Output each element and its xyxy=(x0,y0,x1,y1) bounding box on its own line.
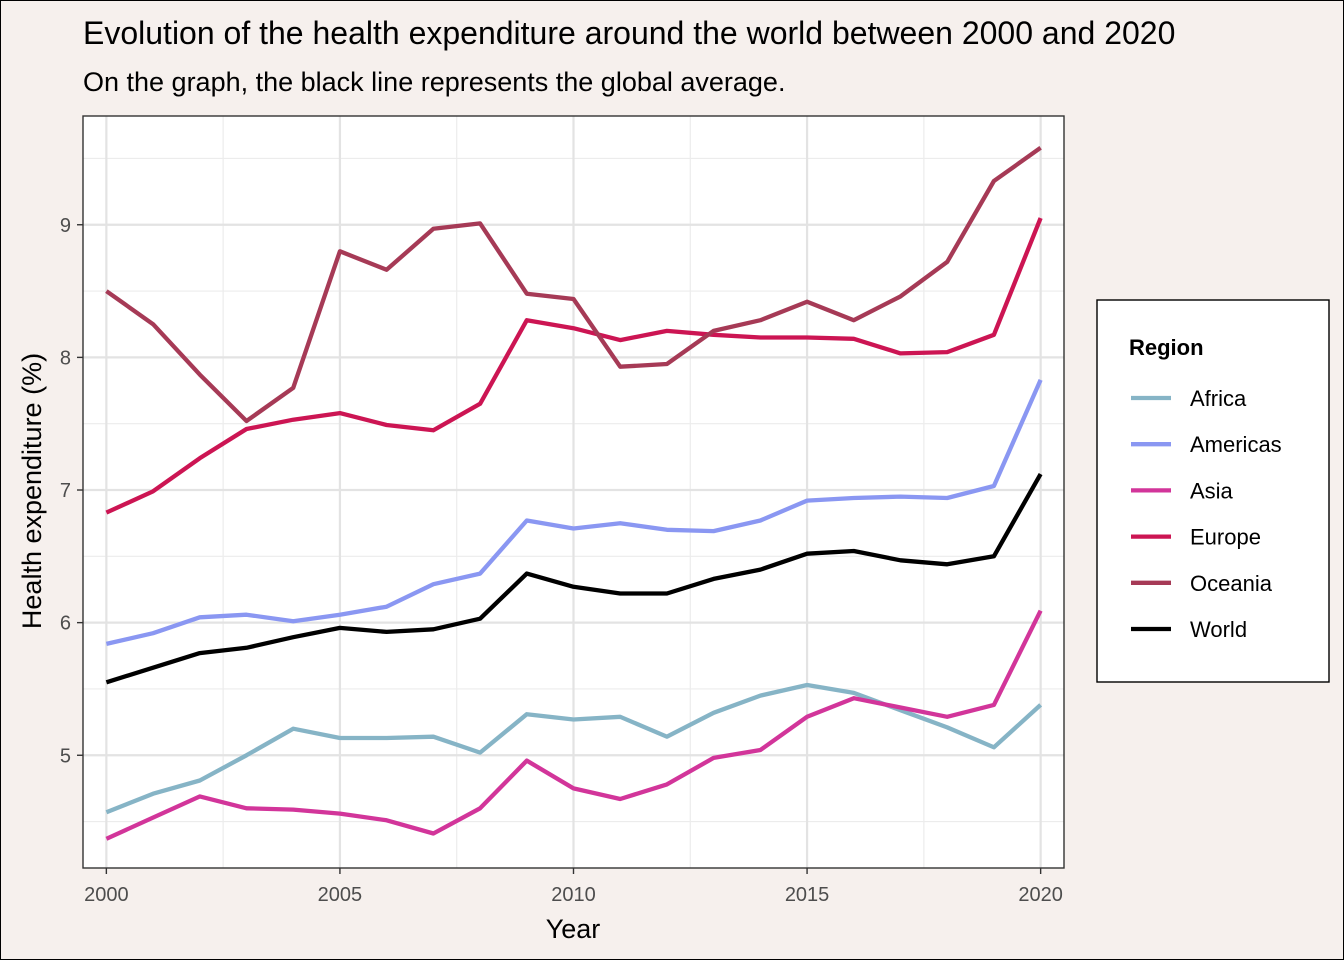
x-tick-label: 2015 xyxy=(785,884,830,906)
y-tick-label: 9 xyxy=(60,215,71,237)
x-axis-title: Year xyxy=(546,914,601,944)
legend-title: Region xyxy=(1129,335,1204,360)
y-tick-label: 6 xyxy=(60,613,71,635)
legend-item-world: World xyxy=(1131,617,1247,642)
series-line-americas xyxy=(105,379,1043,646)
chart-title: Evolution of the health expenditure arou… xyxy=(83,15,1175,51)
legend-item-africa: Africa xyxy=(1131,386,1247,411)
series-lines xyxy=(105,146,1043,841)
series-line-oceania xyxy=(105,146,1042,424)
x-tick-label: 2010 xyxy=(551,884,596,906)
legend-label: Asia xyxy=(1190,478,1234,503)
legend-label: Americas xyxy=(1190,432,1282,457)
x-tick-label: 2005 xyxy=(318,884,363,906)
legend-label: World xyxy=(1190,617,1247,642)
y-tick-label: 8 xyxy=(60,347,71,369)
legend-label: Europe xyxy=(1190,525,1261,550)
y-axis-title: Health expenditure (%) xyxy=(17,353,47,629)
legend-item-asia: Asia xyxy=(1131,478,1234,503)
y-tick-label: 5 xyxy=(60,745,71,767)
legend-item-europe: Europe xyxy=(1131,525,1261,550)
chart-subtitle: On the graph, the black line represents … xyxy=(83,67,785,97)
x-axis-ticks: 2000 2005 2010 2015 2020 xyxy=(84,868,1063,906)
series-line-asia xyxy=(105,609,1043,841)
x-tick-label: 2020 xyxy=(1018,884,1063,906)
legend: Region Africa Americas Asia Europe Oceania Wo… xyxy=(1096,299,1330,683)
series-line-world xyxy=(105,473,1043,685)
x-tick-label: 2000 xyxy=(84,884,129,906)
legend-label: Africa xyxy=(1190,386,1247,411)
y-axis-ticks: 5 6 7 8 9 xyxy=(60,215,83,767)
legend-items: Africa Americas Asia Europe Oceania World xyxy=(1131,386,1282,642)
grid xyxy=(83,116,1064,868)
series-line-europe xyxy=(105,217,1043,515)
legend-item-americas: Americas xyxy=(1131,432,1282,457)
legend-item-oceania: Oceania xyxy=(1131,571,1273,596)
y-tick-label: 7 xyxy=(60,480,71,502)
legend-label: Oceania xyxy=(1190,571,1273,596)
